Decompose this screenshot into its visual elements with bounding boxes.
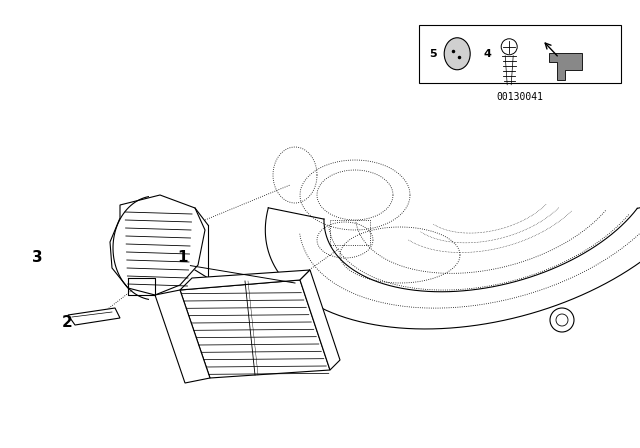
Text: 5: 5: [429, 49, 437, 59]
Text: 00130041: 00130041: [497, 92, 543, 102]
Circle shape: [550, 308, 574, 332]
Ellipse shape: [444, 38, 470, 70]
Polygon shape: [266, 194, 640, 329]
Polygon shape: [110, 195, 205, 295]
Text: 3: 3: [32, 250, 42, 265]
Polygon shape: [180, 280, 330, 378]
Text: 4: 4: [483, 49, 491, 59]
Polygon shape: [549, 53, 582, 80]
Text: 2: 2: [62, 315, 72, 330]
Circle shape: [501, 39, 517, 55]
Text: 1: 1: [177, 250, 188, 265]
Polygon shape: [180, 270, 310, 290]
Polygon shape: [155, 290, 210, 383]
Polygon shape: [300, 270, 340, 370]
Circle shape: [556, 314, 568, 326]
Polygon shape: [68, 308, 120, 325]
Bar: [419, 25, 621, 83]
